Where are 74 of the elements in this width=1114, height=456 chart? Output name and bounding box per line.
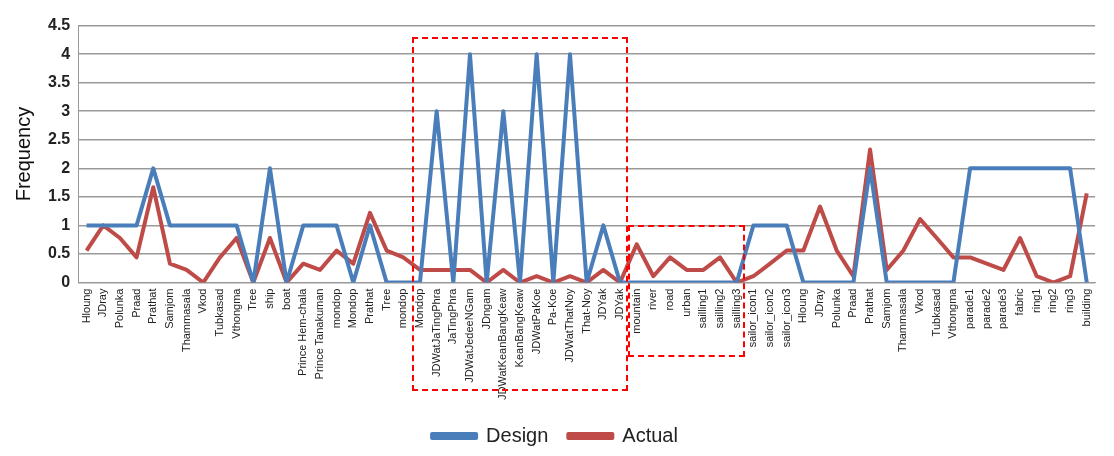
x-tick-label: KeanBangKeaw [513,288,526,368]
y-tick-label: 3 [61,101,71,119]
x-tick-label: river [646,288,659,310]
x-tick-label: ring2 [1046,288,1059,313]
x-tick-label: sailling3 [729,288,742,329]
x-tick-label: mondop [396,288,409,329]
x-tick-label: ring3 [1063,288,1076,313]
x-tick-label: fabric [1013,288,1026,316]
x-tick-label: Tubkasad [212,288,225,337]
x-tick-label: Vthongma [229,287,242,339]
x-tick-label: parade2 [979,288,992,329]
x-tick-label: Prince Tanakuman [312,288,325,380]
x-tick-label: urban [679,288,692,317]
x-tick-label: Prathat [363,288,375,324]
x-tick-label: JDYak [613,288,626,321]
x-tick-label: JDYak [596,288,609,321]
x-tick-label: sailor_icon1 [746,288,759,348]
x-tick-label: JDWatThatNoy [563,288,576,363]
x-tick-label: Tree [379,288,392,311]
y-tick-label: 1 [61,215,71,233]
x-tick-label: Praad [129,288,142,318]
x-tick-label: JDWatJaTingPhra [429,287,442,377]
x-tick-label: Samjom [162,288,175,329]
y-tick-label: 0 [61,272,71,290]
x-tick-label: Hloung [796,288,809,324]
x-tick-label: road [663,288,676,311]
x-tick-label: Tree [246,288,259,311]
x-tick-label: Mondop [346,288,359,329]
y-tick-label: 0.5 [47,244,71,262]
legend-label: Actual [622,423,678,446]
x-tick-label: parade3 [996,288,1009,329]
x-tick-label: JDWatKeanBangKeaw [496,288,509,401]
x-tick-label: Praad [846,288,859,318]
x-tick-label: mondop [329,288,342,329]
y-axis-title: Frequency [11,106,34,202]
x-tick-label: ring1 [1029,288,1042,313]
x-tick-label: sailling2 [713,288,726,329]
x-tick-label: boat [279,288,292,310]
x-tick-label: JDray [813,288,826,318]
x-tick-label: Samjom [879,288,892,329]
x-tick-label: JDWatJedeeNGam [463,288,476,383]
x-tick-label: Prathat [863,288,876,324]
x-tick-label: JDngam [479,288,492,330]
y-tick-label: 3.5 [47,73,71,91]
x-tick-label: That-Noy [579,288,592,334]
x-tick-label: mountain [629,288,642,334]
x-tick-label: JDWatPaKoe [529,288,542,355]
x-tick-label: sailor_icon2 [763,288,776,348]
x-tick-label: Vkod [913,288,926,314]
x-tick-label: ship [262,288,275,309]
y-tick-label: 1.5 [47,187,71,205]
x-tick-label: Thammasala [896,287,909,353]
x-tick-label: building [1079,288,1092,327]
x-tick-label: Polunka [112,287,125,329]
x-tick-label: Pa-Koe [546,288,559,326]
x-tick-label: Tubkasad [929,288,942,337]
y-tick-label: 2 [61,158,71,176]
x-tick-label: Prathat [146,288,159,324]
x-tick-label: Vthongma [946,287,959,339]
x-tick-label: sailling1 [696,288,709,329]
x-tick-label: Polunka [829,287,842,329]
x-tick-label: sailor_icon3 [779,288,792,348]
y-tick-label: 4.5 [47,16,71,34]
x-tick-label: Vkod [196,288,209,314]
x-tick-label: Mondop [413,288,426,329]
x-tick-label: Prince Hem-chala [296,287,309,376]
y-tick-label: 4 [61,44,71,62]
y-tick-label: 2.5 [47,130,71,148]
x-tick-label: JDray [96,288,109,318]
x-tick-label: Thammasala [179,287,192,353]
x-tick-label: parade1 [963,288,976,329]
x-tick-label: JaTingPhra [446,287,459,345]
x-tick-label: Hloung [79,288,92,324]
legend-label: Design [486,423,549,446]
